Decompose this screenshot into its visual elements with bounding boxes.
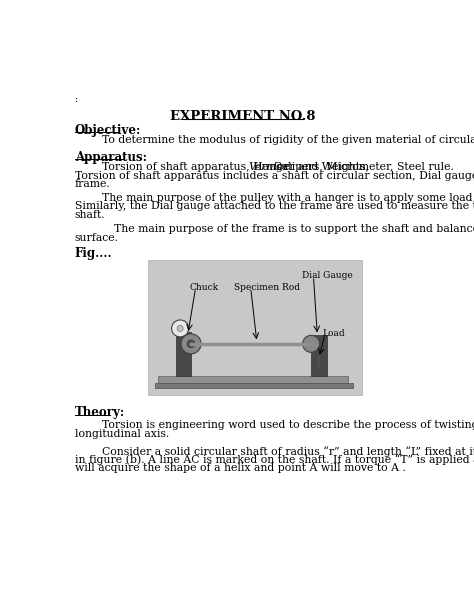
Text: Theory:: Theory:	[75, 406, 125, 419]
Text: longitudinal axis.: longitudinal axis.	[75, 428, 169, 438]
Text: :: :	[75, 95, 78, 104]
Text: Vernier: Vernier	[249, 162, 290, 172]
Text: shaft.: shaft.	[75, 210, 105, 220]
Bar	[158, 376, 347, 383]
Text: Torsion of shaft apparatus includes a shaft of circular section, Dial gauge and : Torsion of shaft apparatus includes a sh…	[75, 170, 474, 181]
Circle shape	[177, 326, 183, 332]
Text: EXPERIMENT NO.8: EXPERIMENT NO.8	[170, 110, 316, 123]
Text: Fig....: Fig....	[75, 247, 112, 260]
Text: The main purpose of the pulley with a hanger is to apply some load on the circul: The main purpose of the pulley with a ha…	[102, 193, 474, 203]
Bar	[311, 335, 327, 376]
Text: Similarly, the Dial gauge attached to the frame are used to measure the torsion : Similarly, the Dial gauge attached to th…	[75, 202, 474, 211]
Text: surface.: surface.	[75, 233, 119, 243]
Bar	[155, 383, 353, 389]
Text: in figure (b). A line AC is marked on the shaft. If a torque “T” is applied at i: in figure (b). A line AC is marked on th…	[75, 455, 474, 465]
Text: To determine the modulus of rigidity of the given material of circular shaft.: To determine the modulus of rigidity of …	[102, 135, 474, 145]
Text: Specimen Rod: Specimen Rod	[234, 283, 300, 292]
Text: Torsion is engineering word used to describe the process of twisting a member ab: Torsion is engineering word used to desc…	[102, 420, 474, 430]
Bar	[148, 260, 362, 395]
Bar	[175, 332, 191, 376]
Text: The main purpose of the frame is to support the shaft and balance the apparatus : The main purpose of the frame is to supp…	[113, 224, 474, 235]
Circle shape	[181, 334, 201, 354]
Text: Objective:: Objective:	[75, 124, 141, 137]
Text: Dial Gauge: Dial Gauge	[302, 272, 353, 281]
Circle shape	[172, 320, 189, 337]
Text: Chuck: Chuck	[190, 283, 219, 292]
Text: Calipers, Micrometer, Steel rule.: Calipers, Micrometer, Steel rule.	[270, 162, 454, 172]
Text: Torsion of shaft apparatus, Hanger and Weights,: Torsion of shaft apparatus, Hanger and W…	[102, 162, 373, 172]
Text: Consider a solid circular shaft of radius “r” and length “L” fixed at its back f: Consider a solid circular shaft of radiu…	[102, 446, 474, 457]
Text: Load: Load	[323, 329, 346, 338]
Text: Apparatus:: Apparatus:	[75, 151, 147, 164]
Text: will acquire the shape of a helix and point A will move to A .: will acquire the shape of a helix and po…	[75, 463, 406, 473]
Circle shape	[187, 340, 195, 348]
Text: frame.: frame.	[75, 179, 110, 189]
Circle shape	[302, 335, 319, 352]
